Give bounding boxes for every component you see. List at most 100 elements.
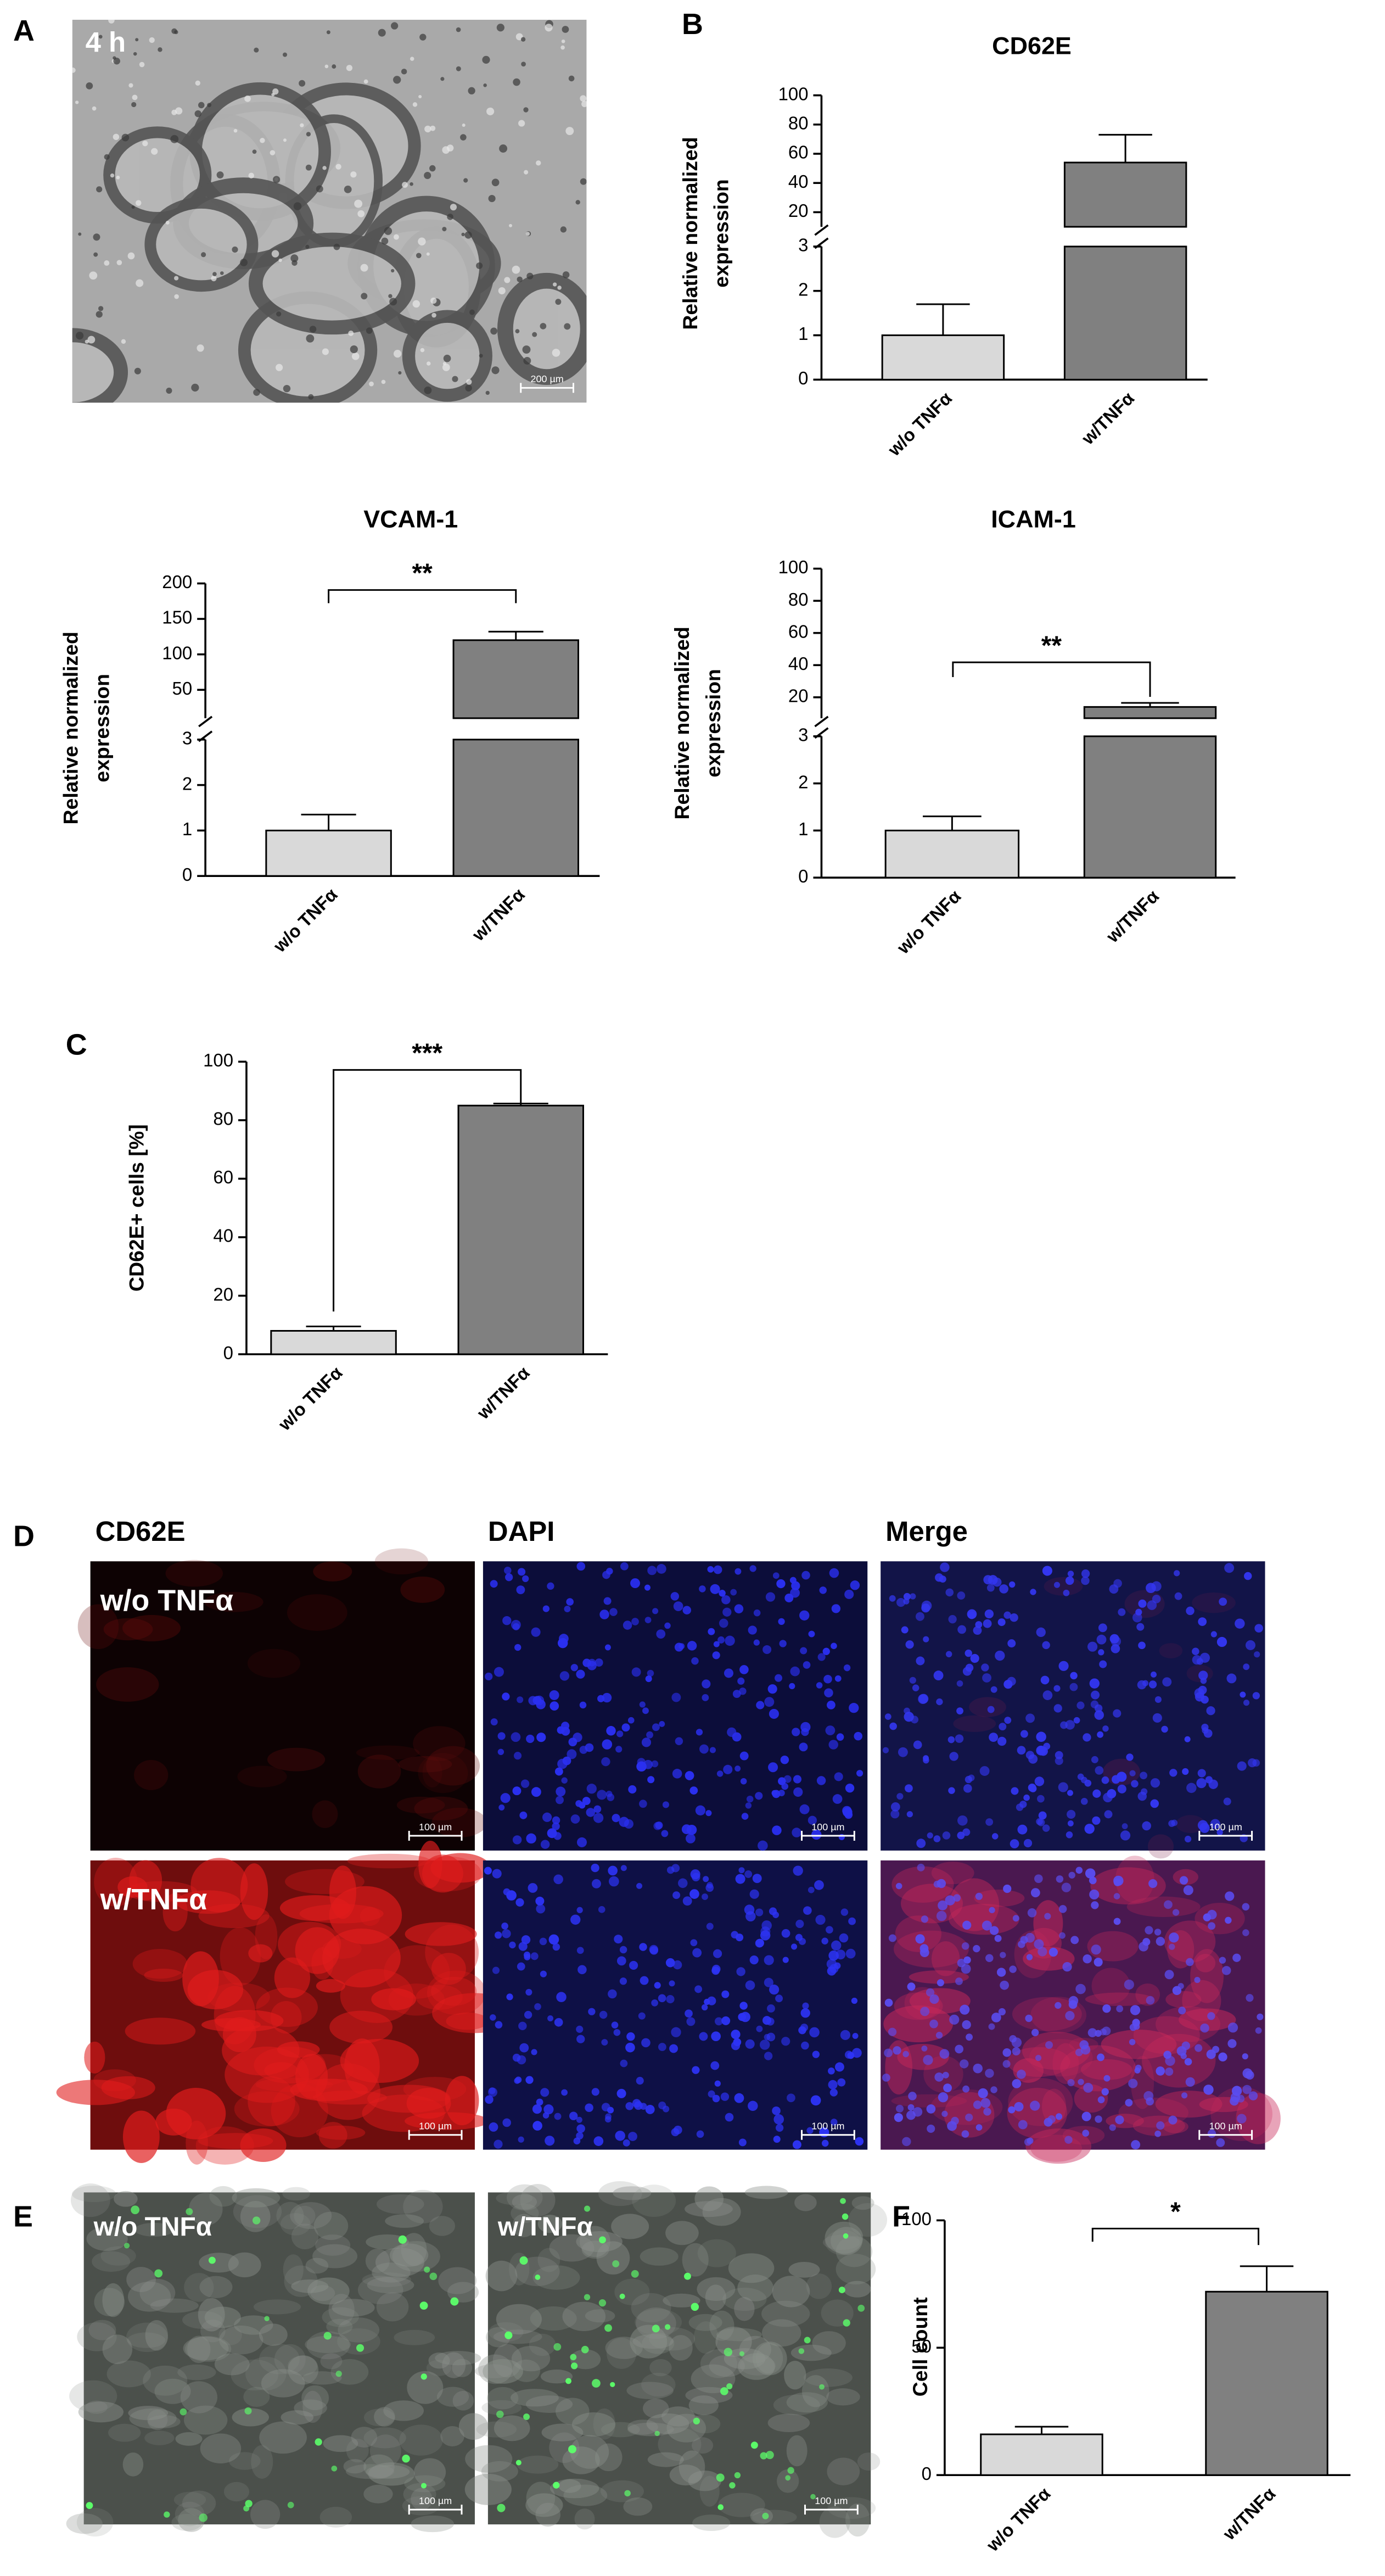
micrograph-texture: [549, 2234, 595, 2262]
micrograph-texture: [248, 1944, 273, 1963]
micrograph-nucleus: [771, 1790, 778, 1796]
micrograph-texture: [186, 2120, 208, 2165]
micrograph-texture: [129, 2408, 177, 2429]
micrograph-texture: [392, 2241, 440, 2272]
micrograph-nucleus: [671, 1864, 680, 1873]
micrograph-texture: [452, 2390, 474, 2411]
micrograph-texture: [510, 2389, 559, 2407]
micrograph-nucleus: [1062, 1962, 1072, 1972]
cell: [78, 232, 82, 236]
y-tick-label: 80: [213, 1109, 233, 1129]
micrograph-texture: [320, 2353, 343, 2370]
micrograph-nucleus: [601, 2103, 610, 2111]
micrograph-nucleus: [576, 2025, 584, 2033]
micrograph-texture: [697, 2239, 736, 2267]
micrograph-nucleus: [604, 2324, 612, 2332]
cell: [557, 286, 562, 290]
micrograph-texture: [487, 2387, 519, 2410]
micrograph-nucleus: [547, 1582, 554, 1590]
micrograph: [881, 1856, 1281, 2164]
micrograph-nucleus: [960, 2004, 970, 2015]
micrograph-texture: [150, 2298, 199, 2313]
micrograph-nucleus: [199, 2513, 208, 2522]
micrograph-nucleus: [626, 2032, 635, 2041]
cell: [575, 200, 580, 205]
micrograph-nucleus: [816, 1682, 823, 1689]
micrograph-nucleus: [1053, 1704, 1062, 1713]
micrograph-nucleus: [645, 1675, 652, 1683]
micrograph-texture: [646, 2413, 689, 2434]
micrograph-nucleus: [623, 1621, 632, 1630]
micrograph-texture: [669, 2335, 693, 2361]
micrograph-texture: [204, 2306, 241, 2328]
micrograph-nucleus: [985, 2069, 994, 2078]
micrograph-texture: [1090, 1867, 1166, 1905]
y-tick-label: 1: [798, 323, 808, 344]
significance-label: **: [1041, 632, 1062, 661]
micrograph-nucleus: [1070, 1936, 1079, 1944]
cell: [272, 88, 279, 95]
micrograph-nucleus: [744, 1870, 753, 1878]
micrograph-nucleus: [738, 2013, 746, 2021]
micrograph-nucleus: [531, 2049, 537, 2055]
micrograph-nucleus: [801, 1571, 810, 1580]
micrograph-texture: [692, 2514, 731, 2532]
cell: [201, 252, 206, 258]
micrograph-texture: [1008, 2078, 1073, 2126]
micrograph-texture: [431, 1953, 466, 1985]
micrograph-nucleus: [623, 2139, 630, 2147]
micrograph-nucleus: [615, 1746, 623, 1753]
micrograph-texture: [613, 2186, 652, 2200]
micrograph-nucleus: [988, 2023, 995, 2030]
micrograph-nucleus: [641, 2038, 651, 2048]
micrograph-texture: [949, 1878, 1000, 1931]
micrograph-nucleus: [517, 1962, 525, 1971]
cell: [452, 376, 458, 382]
micrograph-nucleus: [1199, 1823, 1210, 1833]
micrograph-texture: [198, 2298, 225, 2332]
micrograph-nucleus: [726, 2383, 733, 2390]
micrograph-texture: [481, 2400, 522, 2416]
cell: [197, 344, 204, 352]
micrograph-texture: [418, 1753, 468, 1793]
micrograph-nucleus: [490, 1580, 498, 1588]
micrograph-nucleus: [1156, 2121, 1165, 2130]
cell: [562, 26, 569, 33]
micrograph-texture: [1156, 2006, 1221, 2042]
cell: [466, 379, 472, 385]
micrograph-texture: [606, 2338, 637, 2369]
micrograph-texture: [369, 2434, 401, 2467]
micrograph-texture: [1126, 1896, 1201, 1917]
x-tick-label: w/o TNFα: [274, 1362, 346, 1435]
micrograph-nucleus: [672, 1769, 682, 1779]
y-tick-label: 2: [798, 772, 808, 792]
micrograph-nucleus: [554, 2113, 562, 2120]
micrograph-nucleus: [792, 1828, 801, 1837]
micrograph-nucleus: [888, 1934, 896, 1942]
micrograph-nucleus: [485, 2095, 494, 2104]
micrograph-texture: [329, 1865, 356, 1919]
micrograph-nucleus: [579, 1746, 588, 1754]
micrograph-texture: [394, 2329, 435, 2345]
micrograph-nucleus: [896, 1598, 906, 1607]
micrograph-nucleus: [1097, 2096, 1105, 2104]
micrograph-texture: [601, 2422, 640, 2438]
micrograph-nucleus: [1117, 1784, 1126, 1793]
cell: [366, 327, 373, 334]
micrograph-nucleus: [803, 1661, 811, 1669]
micrograph-nucleus: [934, 2072, 944, 2082]
micrograph-nucleus: [599, 1610, 609, 1619]
micrograph-nucleus: [1186, 1958, 1194, 1966]
micrograph-nucleus: [957, 1591, 966, 1600]
micrograph-texture: [147, 2409, 168, 2430]
micrograph-nucleus: [1227, 2022, 1238, 2033]
micrograph-nucleus: [534, 2003, 541, 2010]
y-tick-label: 2: [798, 279, 808, 299]
micrograph-texture: [679, 2450, 705, 2484]
micrograph-nucleus: [591, 2088, 599, 2096]
cell: [524, 170, 529, 175]
micrograph-texture: [233, 2195, 282, 2228]
micrograph-nucleus: [576, 1837, 587, 1847]
y-axis-label: expression: [710, 179, 733, 288]
micrograph-texture: [400, 1576, 445, 1603]
